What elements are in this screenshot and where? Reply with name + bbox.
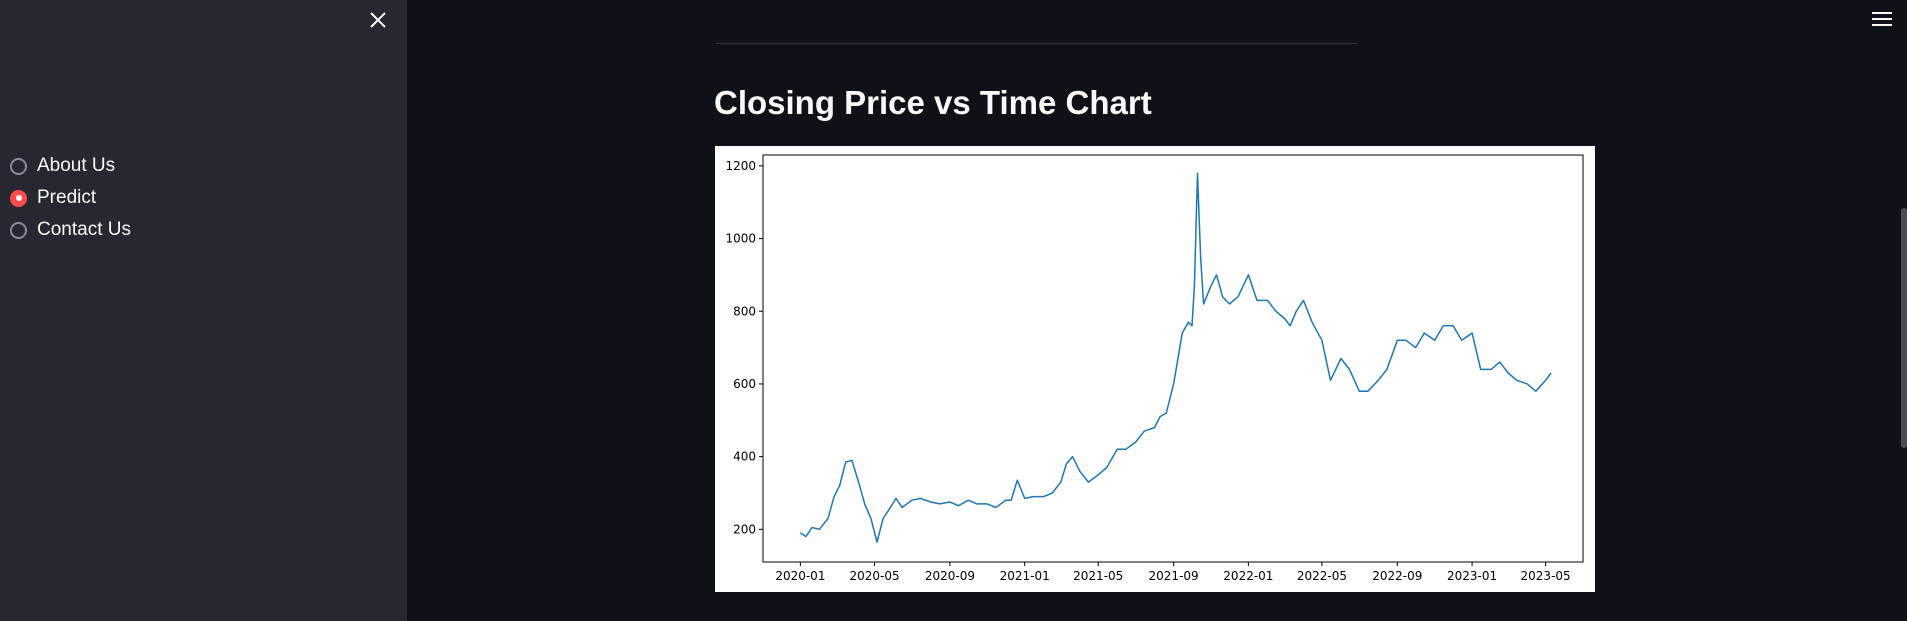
radio-label: About Us	[37, 155, 116, 176]
navigation-radio-group: About Us Predict Contact Us	[10, 150, 131, 246]
y-tick-label: 1200	[725, 159, 756, 173]
closing-price-chart: 200 400 600 800 1000 1200 2020-01 2020-05 2020-…	[725, 154, 1584, 583]
plot-area-frame	[762, 154, 1584, 563]
x-tick-label: 2021-05	[1073, 569, 1123, 583]
closing-price-line	[799, 172, 1552, 543]
close-icon	[370, 12, 386, 28]
y-tick-label: 600	[733, 377, 756, 391]
x-tick-label: 2020-01	[775, 569, 825, 583]
main-content: Closing Price vs Time Chart 200 400 600 800…	[407, 0, 1907, 621]
radio-label: Contact Us	[37, 219, 131, 240]
chart-container: 200 400 600 800 1000 1200 2020-01 2020-05 2020-…	[715, 146, 1595, 592]
radio-option-predict[interactable]: Predict	[10, 182, 131, 214]
divider	[716, 43, 1357, 44]
page-title: Closing Price vs Time Chart	[714, 84, 1152, 121]
sidebar: About Us Predict Contact Us	[0, 0, 407, 621]
scrollbar[interactable]	[1901, 208, 1907, 448]
main-menu-button[interactable]	[1869, 8, 1895, 30]
y-tick-label: 800	[733, 304, 756, 318]
x-tick-label: 2020-05	[849, 569, 899, 583]
x-tick-label: 2022-09	[1372, 569, 1422, 583]
hamburger-menu-icon	[1872, 12, 1892, 26]
y-tick-label: 1000	[725, 232, 756, 246]
y-tick-label: 400	[733, 450, 756, 464]
x-tick-label: 2023-05	[1521, 569, 1571, 583]
radio-button-selected[interactable]	[10, 189, 27, 207]
radio-button[interactable]	[10, 221, 27, 239]
x-tick-label: 2021-01	[1000, 569, 1050, 583]
x-tick-label: 2020-09	[925, 569, 975, 583]
y-tick-label: 200	[733, 522, 756, 536]
radio-option-contact-us[interactable]: Contact Us	[10, 214, 131, 246]
x-tick-label: 2023-01	[1447, 569, 1497, 583]
radio-option-about-us[interactable]: About Us	[10, 150, 131, 182]
close-sidebar-button[interactable]	[364, 6, 392, 34]
x-tick-label: 2021-09	[1149, 569, 1199, 583]
radio-label: Predict	[37, 187, 97, 208]
x-tick-label: 2022-05	[1297, 569, 1347, 583]
radio-button[interactable]	[10, 157, 27, 175]
x-tick-label: 2022-01	[1223, 569, 1273, 583]
